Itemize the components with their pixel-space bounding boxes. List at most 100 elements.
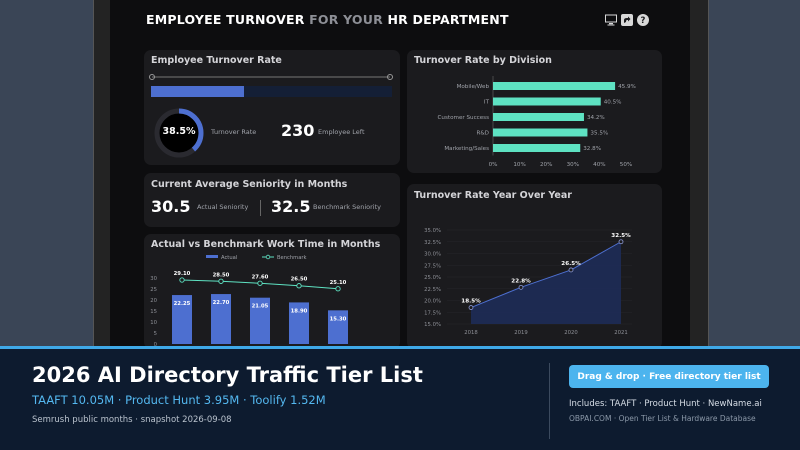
banner-source: Semrush public months · snapshot 2026-09… (32, 415, 232, 425)
work-time-tick-label: 15 (150, 309, 157, 315)
division-value-label: 34.2% (587, 115, 605, 121)
work-time-actual-bar (289, 302, 309, 344)
yoy-chart: 15.0% 17.5% 20.0% 22.5% 25.0% 27.5% 30.0% 32.5%… (424, 228, 632, 336)
division-title: Turnover Rate by Division (414, 55, 552, 66)
work-time-benchmark-label: 28.50 (213, 272, 230, 278)
division-value-label: 45.9% (618, 84, 636, 90)
yoy-tick-label: 30.0% (424, 252, 441, 258)
dashboard-toolbar: ? (605, 14, 649, 26)
division-bar (493, 128, 588, 137)
work-time-actual-bar (172, 295, 192, 344)
division-tick-label: 20% (540, 162, 552, 168)
banner-divider (549, 363, 550, 439)
banner-includes: Includes: TAAFT · Product Hunt · NewName… (569, 399, 762, 409)
work-time-benchmark-label: 29.10 (174, 271, 191, 277)
division-value-label: 35.5% (590, 131, 608, 137)
division-tick-label: 0% (489, 162, 498, 168)
work-time-tick-label: 25 (150, 287, 157, 293)
work-time-benchmark-point (296, 283, 302, 289)
division-category-label: IT (484, 100, 490, 106)
seniority-card (144, 173, 400, 227)
yoy-value-label: 22.8% (511, 278, 531, 284)
work-time-benchmark-point (335, 286, 341, 292)
work-time-actual-label: 22.25 (174, 301, 191, 307)
donut-value: 38.5% (162, 126, 196, 137)
yoy-tick-label: 20.0% (424, 299, 441, 305)
yoy-value-label: 26.5% (561, 261, 581, 267)
turnover-donut (154, 108, 204, 158)
yoy-point (618, 239, 624, 245)
turnover-progress-fill (151, 86, 244, 97)
actual-seniority-value: 30.5 (151, 197, 191, 216)
yoy-tick-label: 22.5% (424, 287, 441, 293)
division-card (407, 50, 662, 173)
promo-banner: 2026 AI Directory Traffic Tier List TAAF… (0, 346, 800, 450)
banner-metrics: TAAFT 10.05M · Product Hunt 3.95M · Tool… (32, 393, 326, 407)
yoy-x-label: 2020 (564, 330, 578, 336)
title-part-2: FOR YOUR (304, 12, 383, 27)
division-bar (493, 113, 584, 121)
tier-list-cta-button[interactable]: Drag & drop · Free directory tier list (569, 365, 769, 388)
work-time-actual-label: 18.90 (291, 308, 308, 314)
division-value-label: 40.5% (604, 100, 622, 106)
title-part-1: EMPLOYEE TURNOVER (146, 12, 305, 27)
work-time-benchmark-label: 26.50 (291, 277, 308, 283)
division-tick-label: 10% (513, 162, 525, 168)
yoy-x-label: 2019 (514, 330, 527, 336)
seniority-title: Current Average Seniority in Months (151, 179, 348, 190)
turnover-rate-title: Employee Turnover Rate (151, 55, 282, 66)
yoy-tick-label: 15.0% (424, 322, 441, 328)
yoy-title: Turnover Rate Year Over Year (414, 190, 572, 201)
division-category-label: Customer Success (438, 115, 490, 121)
seniority-divider (260, 200, 261, 216)
turnover-rate-slider[interactable] (148, 72, 394, 82)
division-chart: Mobile/Web 45.9% IT 40.5% Customer Success 34… (438, 76, 636, 168)
work-time-tick-label: 20 (150, 298, 157, 304)
legend-benchmark-label: Benchmark (277, 255, 307, 261)
work-time-actual-bar (328, 310, 348, 344)
employees-left-label: Employee Left (318, 128, 365, 136)
svg-text:?: ? (641, 16, 646, 26)
division-bar (493, 97, 601, 106)
work-time-benchmark-label: 25.10 (330, 280, 347, 286)
banner-site-link[interactable]: OBPAI.COM · Open Tier List & Hardware Da… (569, 414, 756, 423)
division-tick-label: 50% (620, 162, 632, 168)
work-time-benchmark-point (179, 277, 185, 283)
benchmark-seniority-label: Benchmark Seniority (313, 203, 381, 211)
yoy-tick-label: 25.0% (424, 275, 441, 281)
turnover-rate-label: Turnover Rate (211, 128, 257, 136)
work-time-benchmark-point (218, 278, 224, 284)
legend-benchmark-marker (265, 254, 271, 260)
help-icon[interactable]: ? (637, 14, 649, 26)
work-time-chart: Actual Benchmark 0 5 10 15 20 25 30 22.25 22.70 21.… (150, 254, 348, 346)
work-time-actual-label: 15.30 (330, 316, 347, 322)
division-value-label: 32.8% (583, 146, 601, 152)
division-bar (493, 144, 581, 152)
division-category-label: Mobile/Web (457, 84, 490, 90)
work-time-actual-bar (250, 297, 270, 344)
work-time-tick-label: 10 (150, 320, 157, 326)
actual-seniority-label: Actual Seniority (197, 203, 249, 211)
division-category-label: Marketing/Sales (444, 146, 489, 152)
yoy-point (568, 267, 574, 273)
division-tick-label: 30% (567, 162, 579, 168)
legend-actual-swatch (206, 255, 218, 258)
yoy-value-label: 32.5% (611, 233, 631, 239)
work-time-tick-label: 5 (154, 331, 157, 337)
yoy-point (468, 305, 474, 310)
yoy-x-label: 2018 (464, 330, 478, 336)
work-time-benchmark-label: 27.60 (252, 274, 269, 280)
turnover-progress-track (151, 86, 392, 97)
work-time-actual-bar (211, 294, 231, 344)
benchmark-seniority-value: 32.5 (271, 197, 311, 216)
yoy-tick-label: 32.5% (424, 240, 441, 246)
monitor-icon[interactable] (605, 14, 617, 26)
work-time-tick-label: 0 (154, 342, 158, 346)
yoy-point (518, 284, 524, 290)
work-time-benchmark-point (257, 280, 263, 286)
yoy-x-label: 2021 (614, 330, 627, 336)
division-category-label: R&D (476, 131, 489, 137)
share-icon[interactable] (621, 14, 633, 26)
work-time-actual-label: 21.05 (252, 304, 269, 310)
yoy-tick-label: 27.5% (424, 263, 441, 269)
